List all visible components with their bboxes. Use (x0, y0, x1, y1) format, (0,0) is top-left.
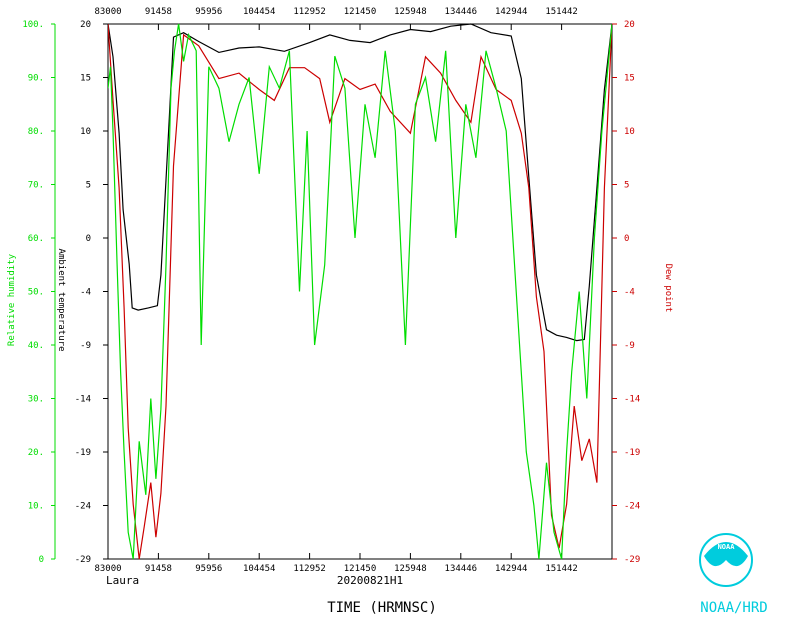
x-axis-title: TIME (HRMNSC) (327, 600, 437, 616)
logo-org-name: NOAA/HRD (700, 600, 767, 616)
temp-tick-label: 5 (86, 181, 91, 191)
x-tick-label-top: 134446 (445, 7, 478, 17)
rh-tick-label: 50. (28, 288, 44, 298)
dew-tick-label: 20 (624, 20, 635, 30)
x-tick-label-bottom: 104454 (243, 564, 276, 574)
temp-tick-label: 10 (80, 127, 91, 137)
storm-name: Laura (106, 574, 139, 587)
dew-tick-label: 5 (624, 181, 629, 191)
rh-axis-label: Relative humidity (7, 253, 17, 346)
chart-axes: 83000 83000 91458 91458 95956 95956 104454 1044… (22, 7, 640, 574)
x-tick-label-bottom: 83000 (94, 564, 121, 574)
chart-series (108, 23, 612, 560)
rh-tick-label: 0 (39, 555, 44, 565)
dew-tick-label: -9 (624, 341, 635, 351)
chart-labels: Relative humidity Ambient temperature Dew … (7, 249, 673, 616)
logo-seal-text: NOAA (718, 543, 736, 551)
temp-tick-label: 0 (86, 234, 91, 244)
rh-tick-label: 20. (28, 448, 44, 458)
x-tick-label-bottom: 134446 (445, 564, 478, 574)
dew-tick-label: 15 (624, 74, 635, 84)
rh-tick-label: 60. (28, 234, 44, 244)
x-tick-label-bottom: 91458 (145, 564, 172, 574)
rh-tick-label: 10. (28, 502, 44, 512)
x-tick-label-top: 151442 (545, 7, 578, 17)
x-tick-label-top: 95956 (195, 7, 222, 17)
rh-tick-label: 70. (28, 181, 44, 191)
temp-axis-label: Ambient temperature (56, 249, 66, 352)
x-tick-label-top: 104454 (243, 7, 276, 17)
noaa-logo: NOAA NOAA/HRD (699, 533, 768, 616)
temp-tick-label: -9 (80, 341, 91, 351)
x-tick-label-top: 142944 (495, 7, 528, 17)
x-tick-label-bottom: 95956 (195, 564, 222, 574)
x-tick-label-top: 83000 (94, 7, 121, 17)
dew-axis-label: Dew point (663, 264, 673, 313)
temp-tick-label: 15 (80, 74, 91, 84)
rh-tick-label: 80. (28, 127, 44, 137)
temp-tick-label: -24 (75, 502, 91, 512)
dew-tick-label: 10 (624, 127, 635, 137)
x-tick-label-top: 121450 (344, 7, 377, 17)
temp-tick-label: -29 (75, 555, 91, 565)
dew-tick-label: 0 (624, 234, 629, 244)
rh-tick-label: 30. (28, 395, 44, 405)
x-tick-label-bottom: 112952 (293, 564, 326, 574)
rh-tick-label: 100. (22, 20, 44, 30)
logo-bird-shape (704, 542, 748, 567)
x-tick-label-bottom: 121450 (344, 564, 377, 574)
dew-tick-label: -4 (624, 288, 635, 298)
dew-tick-label: -29 (624, 555, 640, 565)
dew-tick-label: -19 (624, 448, 640, 458)
rh-tick-label: 90. (28, 74, 44, 84)
temp-tick-label: -14 (75, 395, 91, 405)
x-tick-label-bottom: 125948 (394, 564, 427, 574)
dew-tick-label: -24 (624, 502, 640, 512)
series-line-temp (108, 23, 612, 342)
x-tick-label-bottom: 151442 (545, 564, 578, 574)
x-tick-label-top: 125948 (394, 7, 427, 17)
series-line-dew (108, 23, 612, 560)
temp-tick-label: -4 (80, 288, 91, 298)
flight-id: 20200821H1 (337, 574, 403, 587)
logo-ring (699, 533, 753, 587)
series-line-rh (108, 23, 612, 560)
rh-tick-label: 40. (28, 341, 44, 351)
x-tick-label-top: 112952 (293, 7, 326, 17)
x-tick-label-bottom: 142944 (495, 564, 528, 574)
x-tick-label-top: 91458 (145, 7, 172, 17)
dew-tick-label: -14 (624, 395, 640, 405)
temp-tick-label: -19 (75, 448, 91, 458)
temp-tick-label: 20 (80, 20, 91, 30)
